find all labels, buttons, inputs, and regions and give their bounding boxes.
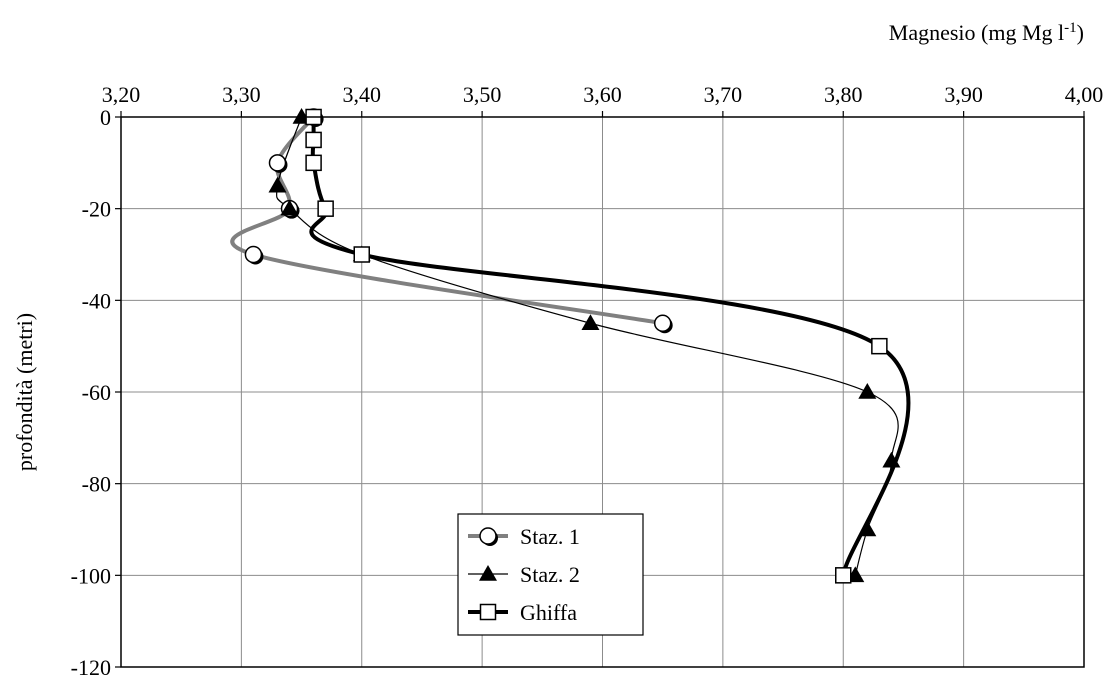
legend: Staz. 1 Staz. 2 Ghiffa bbox=[457, 513, 644, 636]
data-point-circle bbox=[244, 245, 263, 264]
x-tick-label: 3,60 bbox=[583, 82, 622, 107]
data-point-triangle bbox=[280, 199, 299, 216]
x-tick-label: 3,20 bbox=[102, 82, 141, 107]
data-point-triangle bbox=[581, 314, 600, 330]
legend-marker-square bbox=[479, 603, 497, 621]
y-axis-title: profondità (metri) bbox=[12, 313, 37, 471]
y-tick-label: -100 bbox=[71, 563, 111, 588]
data-point-triangle bbox=[268, 176, 287, 193]
data-point-square bbox=[871, 337, 888, 355]
legend-marker-circle bbox=[479, 527, 497, 545]
legend-marker-triangle bbox=[479, 565, 497, 581]
x-axis-title: Magnesio (mg Mg l-1) bbox=[889, 20, 1084, 45]
x-tick-label: 3,50 bbox=[463, 82, 502, 107]
data-point-square bbox=[305, 154, 322, 172]
legend-item: Staz. 1 bbox=[468, 524, 580, 549]
x-axis-title-superscript: -1 bbox=[1064, 20, 1077, 36]
y-tick-label: -60 bbox=[82, 380, 111, 405]
y-tick-label: -20 bbox=[82, 197, 111, 222]
legend-label: Staz. 1 bbox=[520, 524, 580, 549]
data-point-square bbox=[317, 200, 334, 217]
x-tick-label: 4,00 bbox=[1065, 82, 1104, 107]
data-point-square bbox=[305, 131, 322, 149]
x-axis-title-suffix: ) bbox=[1077, 20, 1084, 45]
data-point-triangle bbox=[882, 451, 901, 468]
series-markers bbox=[244, 108, 901, 584]
x-tick-label: 3,90 bbox=[944, 82, 983, 107]
x-axis-title-main: Magnesio (mg Mg l bbox=[889, 20, 1064, 45]
y-tick-label: -120 bbox=[71, 655, 111, 677]
data-point-triangle bbox=[858, 520, 877, 537]
axis-ticks: 3,20 3,30 3,40 3,50 3,60 3,70 3,80 3,90 4,00 0 -20… bbox=[71, 82, 1104, 677]
data-point-square bbox=[353, 246, 370, 263]
x-tick-label: 3,70 bbox=[704, 82, 743, 107]
data-point-triangle bbox=[858, 383, 877, 399]
x-tick-label: 3,30 bbox=[222, 82, 261, 107]
legend-items: Staz. 1 Staz. 2 Ghiffa bbox=[468, 524, 580, 625]
y-tick-label: -40 bbox=[82, 288, 111, 313]
x-tick-label: 3,80 bbox=[824, 82, 863, 107]
legend-label: Ghiffa bbox=[520, 600, 577, 625]
legend-label: Staz. 2 bbox=[520, 562, 580, 587]
data-point-circle bbox=[268, 154, 287, 172]
data-point-circle bbox=[653, 314, 672, 332]
y-tick-label: 0 bbox=[100, 105, 111, 130]
y-tick-label: -80 bbox=[82, 472, 111, 497]
legend-item: Staz. 2 bbox=[468, 562, 580, 587]
data-point-square bbox=[835, 567, 852, 584]
x-tick-label: 3,40 bbox=[343, 82, 382, 107]
legend-item: Ghiffa bbox=[468, 600, 577, 625]
